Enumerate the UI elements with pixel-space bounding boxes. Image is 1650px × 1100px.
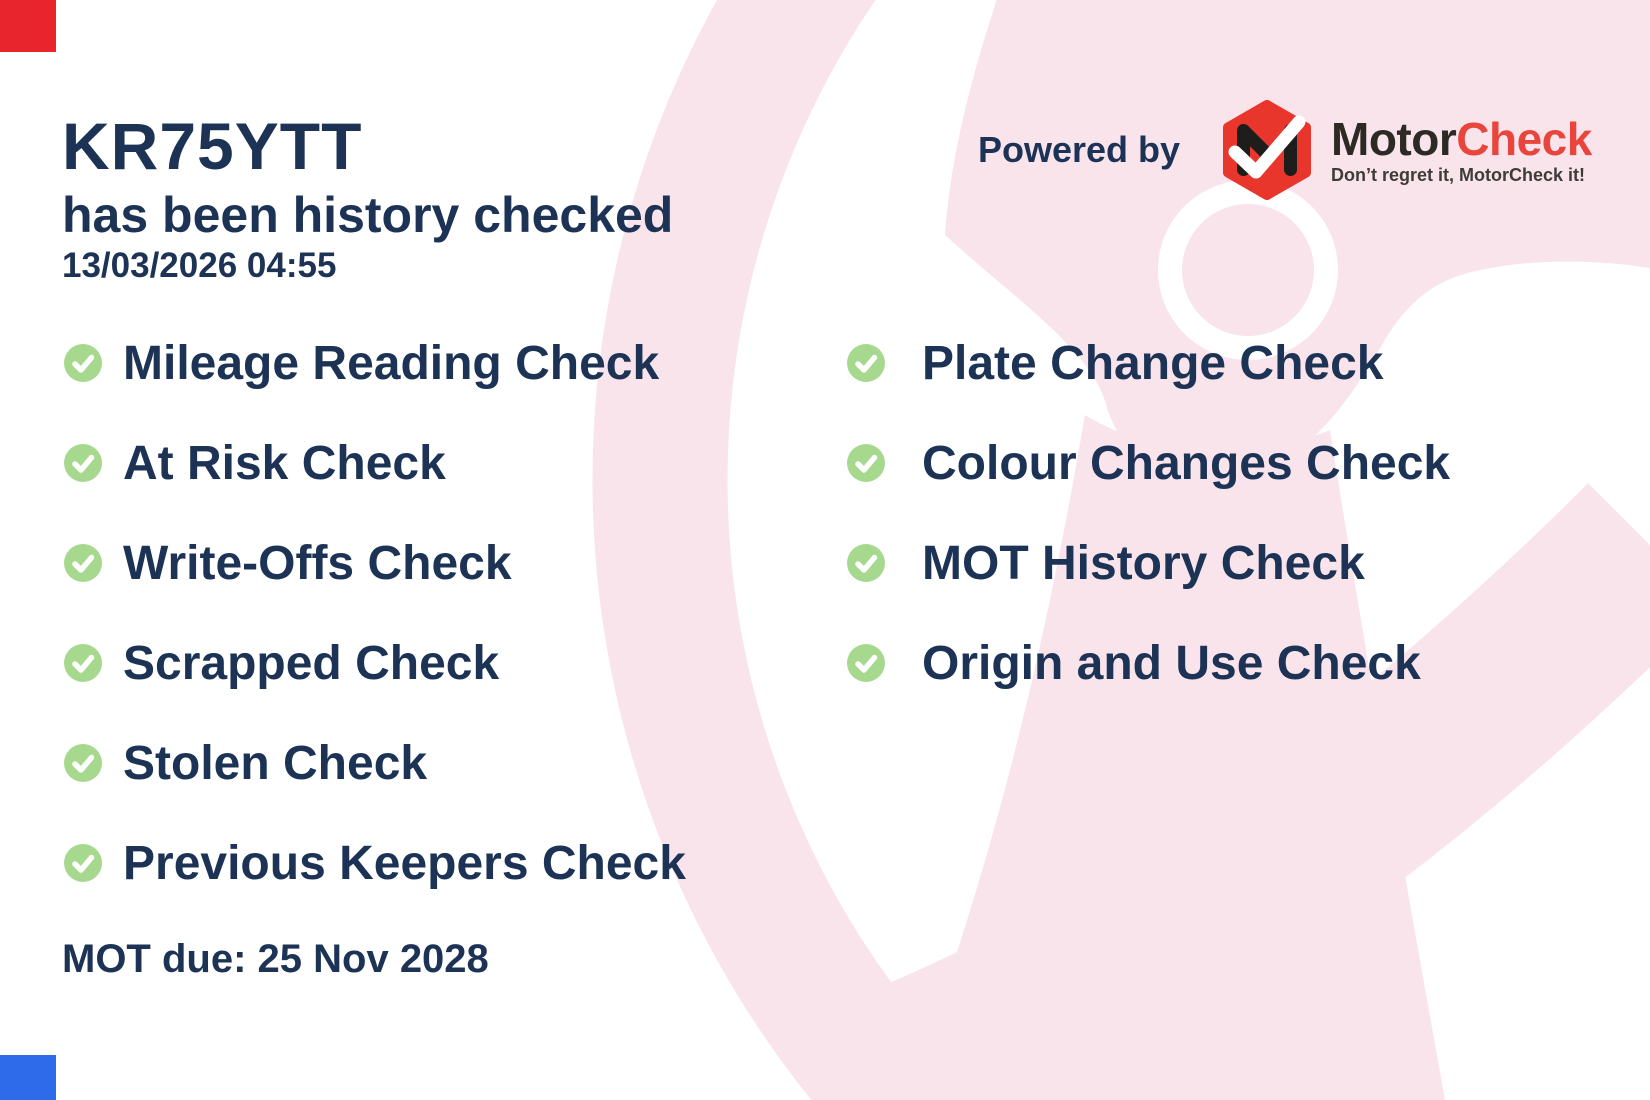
brand-name: MotorCheck xyxy=(1331,114,1592,164)
check-circle-icon xyxy=(64,744,102,782)
check-item-label: Scrapped Check xyxy=(123,636,500,690)
check-item-label: Previous Keepers Check xyxy=(123,836,686,890)
mot-due-label: MOT due: 25 Nov 2028 xyxy=(62,937,489,981)
hub-ring xyxy=(1158,180,1338,360)
check-circle-icon xyxy=(64,344,102,382)
check-circle-icon xyxy=(64,444,102,482)
check-item: Write-Offs Check xyxy=(64,535,512,591)
page-subtitle: has been history checked xyxy=(62,187,674,243)
motorcheck-logo-icon xyxy=(1223,100,1311,200)
check-item-label: MOT History Check xyxy=(922,536,1365,590)
check-circle-icon xyxy=(847,644,885,682)
check-item-label: Plate Change Check xyxy=(922,336,1384,390)
check-circle-icon xyxy=(64,844,102,882)
check-circle-icon xyxy=(847,444,885,482)
check-circle-icon xyxy=(847,344,885,382)
check-item-label: Write-Offs Check xyxy=(123,536,512,590)
powered-by-label: Powered by xyxy=(978,129,1181,170)
corner-accent-red xyxy=(0,0,56,52)
check-item-label: Mileage Reading Check xyxy=(123,336,660,390)
check-item: Scrapped Check xyxy=(64,635,499,691)
check-item: Mileage Reading Check xyxy=(64,335,659,391)
check-item-label: Stolen Check xyxy=(123,736,428,790)
check-circle-icon xyxy=(64,644,102,682)
check-item-label: Origin and Use Check xyxy=(922,636,1421,690)
check-item-label: Colour Changes Check xyxy=(922,436,1451,490)
brand-name-check: Check xyxy=(1456,113,1592,165)
check-item: Plate Change Check xyxy=(847,335,1383,391)
check-item: Stolen Check xyxy=(64,735,427,791)
check-item: Colour Changes Check xyxy=(847,435,1450,491)
check-circle-icon xyxy=(847,544,885,582)
check-timestamp: 13/03/2026 04:55 xyxy=(62,246,337,285)
brand-tagline: Don’t regret it, MotorCheck it! xyxy=(1331,165,1586,185)
brand-wordmark: MotorCheck Don’t regret it, MotorCheck i… xyxy=(1331,114,1592,186)
check-item: Previous Keepers Check xyxy=(64,835,686,891)
corner-accent-blue xyxy=(0,1055,56,1100)
brand-name-motor: Motor xyxy=(1331,113,1457,165)
check-item: MOT History Check xyxy=(847,535,1365,591)
check-item: Origin and Use Check xyxy=(847,635,1421,691)
check-item-label: At Risk Check xyxy=(123,436,446,490)
check-circle-icon xyxy=(64,544,102,582)
registration-plate-title: KR75YTT xyxy=(62,109,363,183)
check-item: At Risk Check xyxy=(64,435,446,491)
